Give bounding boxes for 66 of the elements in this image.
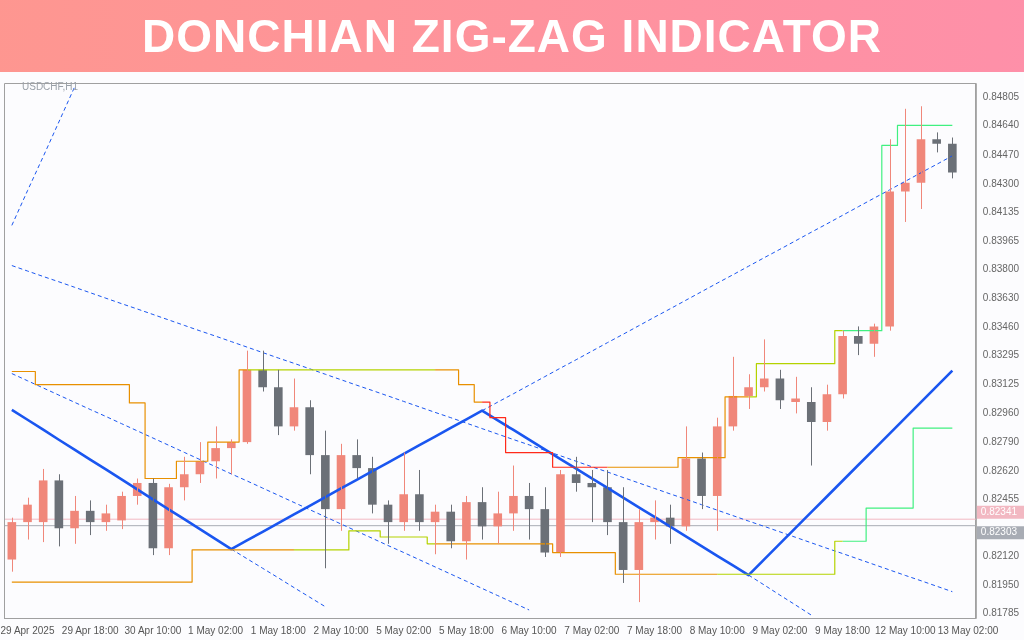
candlestick: [70, 495, 79, 545]
y-tick-label: 0.82960: [982, 406, 1020, 418]
y-tick-label: 0.84805: [982, 91, 1020, 103]
candlestick: [697, 452, 706, 510]
candlestick: [932, 131, 941, 153]
y-tick-label: 0.82620: [982, 464, 1020, 476]
x-tick-label: 12 May 10:00: [875, 624, 937, 636]
candlestick: [179, 456, 189, 501]
annotation: USDCHF,H1: [22, 81, 79, 92]
x-tick-label: 9 May 02:00: [752, 624, 808, 636]
y-tick-label: 0.81950: [982, 579, 1020, 591]
x-tick-label: 30 Apr 10:00: [124, 624, 182, 636]
candlestick: [540, 486, 550, 558]
y-tick-label: 0.83125: [982, 378, 1020, 390]
x-tick-label: 2 May 10:00: [313, 624, 369, 636]
candlestick: [885, 138, 894, 332]
candlestick: [901, 108, 910, 223]
y-tick-label: 0.83295: [982, 349, 1020, 361]
y-tick-label: 0.82455: [982, 492, 1020, 504]
x-tick-label: 13 May 02:00: [937, 624, 999, 636]
candlestick: [305, 399, 314, 475]
x-tick-label: 29 Apr 18:00: [61, 624, 120, 636]
y-tick-label: 0.84300: [982, 177, 1020, 189]
chart-title: DONCHIAN ZIG-ZAG INDICATOR: [0, 0, 1024, 72]
x-tick-label: 5 May 18:00: [438, 624, 495, 636]
x-tick-label: 1 May 18:00: [250, 624, 307, 636]
x-tick-label: 7 May 02:00: [564, 624, 620, 636]
y-tick-label: 0.81785: [982, 607, 1020, 619]
x-tick-label: 5 May 02:00: [376, 624, 432, 636]
candlestick: [509, 465, 518, 532]
candlestick: [274, 369, 283, 436]
x-tick-label: 8 May 10:00: [689, 624, 746, 636]
x-tick-label: 7 May 18:00: [626, 624, 683, 636]
candlestick: [838, 330, 847, 400]
ref-line-label: 0.82341: [980, 505, 1018, 517]
x-tick-label: 9 May 18:00: [815, 624, 871, 636]
candlestick: [712, 417, 722, 532]
y-tick-label: 0.83630: [982, 292, 1020, 304]
candlestick: [853, 325, 863, 356]
ref-line-label: 0.82303: [980, 526, 1018, 538]
y-tick-label: 0.84135: [982, 205, 1020, 217]
y-tick-label: 0.82120: [982, 550, 1020, 562]
y-tick-label: 0.84640: [982, 119, 1020, 131]
candlestick: [258, 350, 267, 393]
candlestick: [23, 497, 32, 541]
y-tick-label: 0.84470: [982, 148, 1020, 160]
y-tick-label: 0.83965: [982, 234, 1020, 246]
candlestick: [211, 425, 220, 480]
candlestick: [493, 491, 503, 545]
y-tick-label: 0.83460: [982, 321, 1020, 333]
candlestick: [446, 504, 456, 549]
line-series: [11, 265, 953, 593]
candlestick: [352, 438, 361, 480]
candlestick: [556, 469, 565, 558]
candlestick: [399, 452, 409, 532]
candlestick: [744, 373, 753, 410]
candlestick: [462, 495, 471, 561]
x-tick-label: 29 Apr 2025: [0, 624, 55, 636]
candlestick: [85, 499, 95, 536]
y-tick-label: 0.83800: [982, 263, 1020, 275]
y-tick-label: 0.82790: [982, 435, 1020, 447]
candlestick: [415, 469, 424, 532]
candlestick: [806, 386, 816, 467]
candlestick: [117, 491, 126, 530]
x-tick-label: 6 May 10:00: [501, 624, 558, 636]
x-tick-label: 1 May 02:00: [188, 624, 244, 636]
